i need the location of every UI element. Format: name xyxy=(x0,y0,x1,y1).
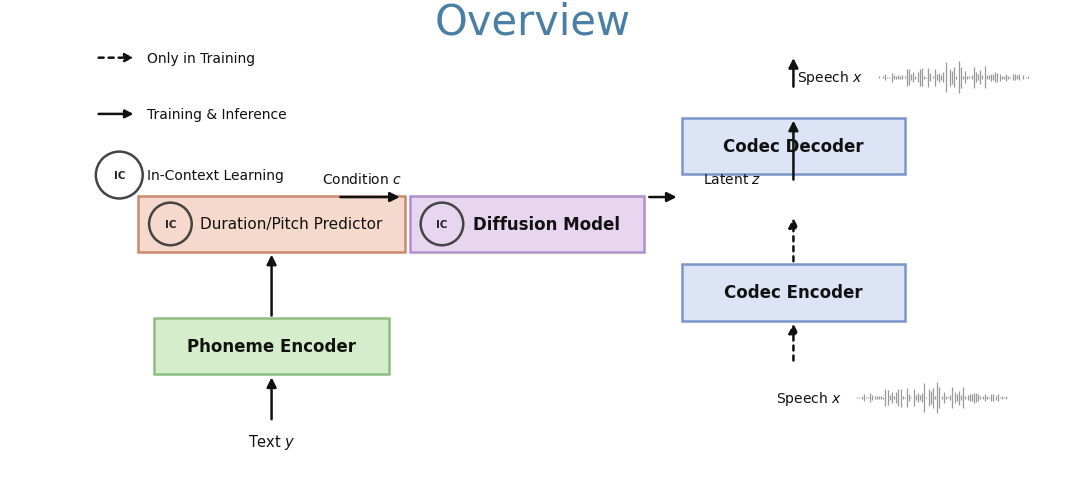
Text: Codec Decoder: Codec Decoder xyxy=(723,138,864,155)
Text: Condition $c$: Condition $c$ xyxy=(322,171,403,186)
Text: IC: IC xyxy=(165,220,176,229)
FancyBboxPatch shape xyxy=(138,196,405,253)
Text: IC: IC xyxy=(437,220,447,229)
Text: Diffusion Model: Diffusion Model xyxy=(473,216,620,233)
Text: Phoneme Encoder: Phoneme Encoder xyxy=(187,338,356,355)
Text: Speech $x$: Speech $x$ xyxy=(775,389,841,407)
FancyBboxPatch shape xyxy=(682,264,905,321)
Text: Only in Training: Only in Training xyxy=(147,52,256,65)
Text: Latent $z$: Latent $z$ xyxy=(703,172,761,186)
Text: Training & Inference: Training & Inference xyxy=(147,108,286,122)
Text: Overview: Overview xyxy=(435,1,630,43)
Text: Codec Encoder: Codec Encoder xyxy=(724,284,863,302)
FancyBboxPatch shape xyxy=(682,119,905,175)
Text: Speech $x$: Speech $x$ xyxy=(797,69,863,87)
FancyBboxPatch shape xyxy=(410,196,644,253)
Text: In-Context Learning: In-Context Learning xyxy=(147,169,284,183)
Text: Text $y$: Text $y$ xyxy=(248,432,295,451)
FancyBboxPatch shape xyxy=(154,319,389,375)
Text: Duration/Pitch Predictor: Duration/Pitch Predictor xyxy=(199,217,382,232)
Text: IC: IC xyxy=(114,171,125,181)
